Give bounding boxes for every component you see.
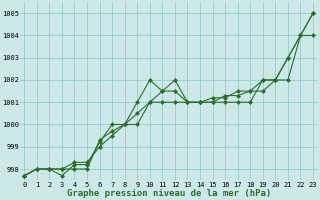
- X-axis label: Graphe pression niveau de la mer (hPa): Graphe pression niveau de la mer (hPa): [67, 189, 271, 198]
